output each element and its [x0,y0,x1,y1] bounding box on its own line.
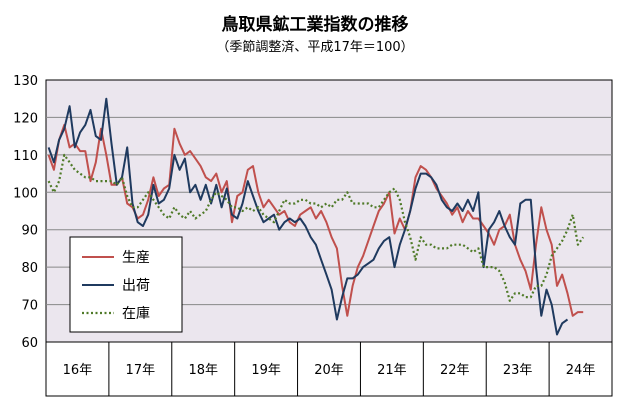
series-line-1 [47,97,569,336]
y-tick-label: 60 [21,336,38,351]
x-tick-label: 22年 [440,363,470,378]
x-tick-label: 21年 [377,363,407,378]
x-tick-label: 19年 [251,363,281,378]
y-tick-label: 110 [13,149,38,164]
y-tick-label: 130 [13,74,38,89]
y-tick-label: 100 [13,186,38,201]
x-tick-label: 24年 [566,363,596,378]
x-tick-label: 18年 [188,363,218,378]
x-tick-label: 17年 [126,363,156,378]
series-line-2 [47,153,585,302]
x-axis-band [45,341,613,397]
legend-label: 生産 [122,250,150,266]
y-tick-label: 120 [13,111,38,126]
y-tick-label: 80 [21,261,38,276]
x-tick-label: 20年 [314,363,344,378]
x-tick-label: 16年 [63,363,93,378]
legend-label: 在庫 [122,305,150,322]
chart-subtitle: （季節調整済、平成17年＝100） [216,40,414,55]
y-tick-label: 70 [21,299,38,314]
chart-title: 鳥取県鉱工業指数の推移 [221,15,409,35]
legend-label: 出荷 [122,278,150,294]
x-tick-label: 23年 [503,363,533,378]
y-tick-label: 90 [21,224,38,239]
